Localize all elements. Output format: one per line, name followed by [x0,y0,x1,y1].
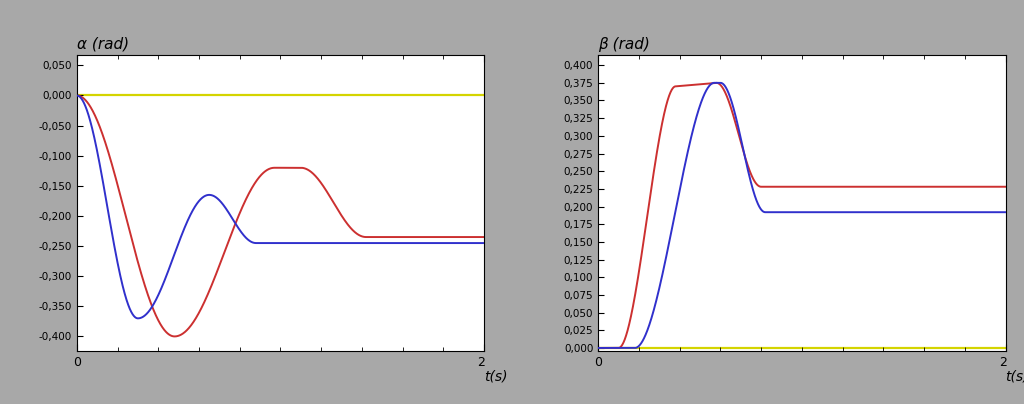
Text: β (rad): β (rad) [598,37,650,52]
Text: t(s): t(s) [1006,369,1024,383]
Text: t(s): t(s) [484,369,508,383]
Text: α (rad): α (rad) [77,37,129,52]
